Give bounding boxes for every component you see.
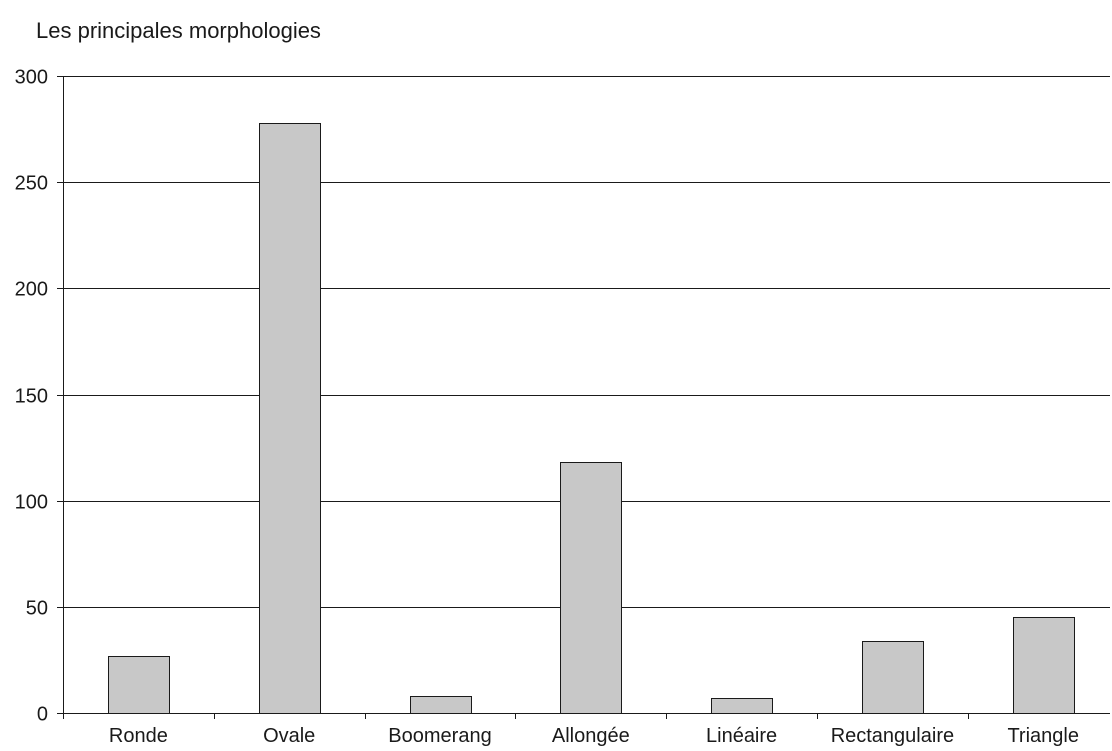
y-tick-label: 200 [15, 279, 48, 301]
bar-ovale [259, 123, 321, 714]
x-tick-label: Triangle [1007, 725, 1079, 747]
x-tick-label: Linéaire [706, 725, 777, 747]
y-tick-label: 150 [15, 386, 48, 408]
bar-rectangulaire [862, 641, 924, 714]
x-tick-label: Boomerang [388, 725, 491, 747]
y-tick-label: 50 [26, 598, 48, 620]
x-tick-label: Ovale [263, 725, 315, 747]
y-tick-label: 100 [15, 492, 48, 514]
bar-lineaire [711, 698, 773, 714]
x-tick-label: Ronde [109, 725, 168, 747]
axes [57, 76, 1110, 719]
y-tick-label: 300 [15, 67, 48, 89]
bar-ronde [108, 656, 170, 714]
y-tick-label: 250 [15, 173, 48, 195]
x-tick-label: Rectangulaire [831, 725, 954, 747]
bar-boomerang [410, 696, 472, 714]
chart-title: Les principales morphologies [36, 18, 321, 43]
x-tick-label: Allongée [552, 725, 630, 747]
x-tick-labels: Ronde Ovale Boomerang Allongée Linéaire Recta… [109, 725, 1079, 747]
bars [108, 123, 1075, 714]
y-tick-label: 0 [37, 704, 48, 726]
bar-triangle [1013, 617, 1075, 714]
y-tick-labels: 0 50 100 150 200 250 300 [15, 67, 48, 726]
gridlines [57, 76, 1110, 608]
bar-allongee [560, 462, 622, 714]
